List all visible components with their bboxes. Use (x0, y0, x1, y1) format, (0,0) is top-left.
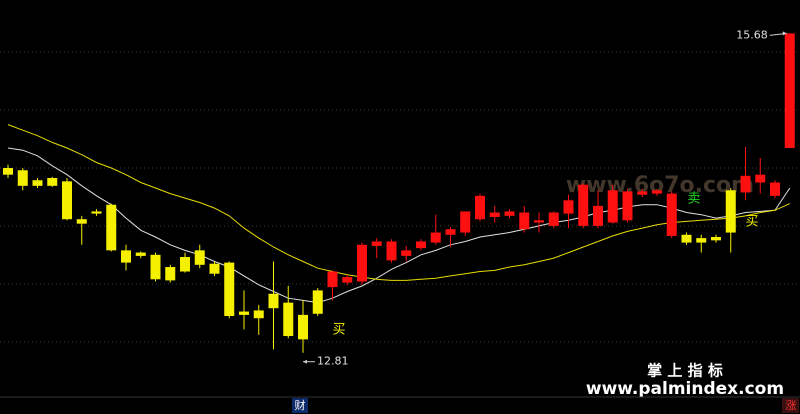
candle-body (475, 195, 485, 220)
candle-body (489, 212, 500, 217)
candle-body (681, 234, 692, 243)
candle-body (17, 170, 28, 186)
candle-body (91, 211, 102, 214)
candle-body (268, 293, 279, 309)
candle-body (371, 241, 382, 246)
candle-body (121, 250, 131, 263)
candle-body (239, 311, 249, 315)
candle-body (770, 182, 780, 196)
candle-body (784, 33, 795, 148)
candle-body (298, 314, 308, 340)
candle-body (150, 254, 161, 280)
plot: 15.68 12.81 (3, 28, 795, 368)
candle-body (607, 190, 618, 223)
candle-body (224, 262, 235, 316)
max-label: 15.68 (736, 28, 768, 41)
candle-body (209, 263, 220, 274)
candle-body (504, 211, 515, 216)
candle-body (755, 174, 766, 183)
sell-signal: 卖 (687, 192, 700, 207)
grid (0, 51, 800, 343)
candle-body (135, 252, 146, 256)
candle-body (312, 290, 323, 314)
candle-body (253, 310, 264, 319)
candle-body (725, 190, 736, 233)
candle-body (460, 211, 471, 233)
ma-line (7, 147, 791, 304)
candle-body (386, 241, 397, 261)
candle-body (106, 204, 117, 251)
footer-right-box (782, 398, 799, 413)
candle-body (430, 232, 441, 243)
footer-left-box (292, 398, 308, 413)
candle-body (357, 244, 367, 282)
candle-body (32, 180, 43, 186)
candle-body (76, 219, 87, 224)
candle-body (3, 168, 13, 175)
candle-body (534, 220, 544, 223)
buy-signal: 买 (745, 215, 758, 230)
candle-body (62, 181, 72, 220)
candle-body (637, 191, 648, 195)
candle-body (327, 271, 338, 288)
max-arrow-head (782, 31, 787, 36)
ma-line (7, 124, 791, 281)
candle-body (652, 190, 662, 194)
candle-body (578, 184, 589, 226)
candle-body (740, 175, 751, 193)
candle-body (283, 302, 294, 337)
footer-left[interactable]: 财 (295, 398, 306, 412)
footer-right[interactable]: 涨 (786, 399, 797, 412)
candle-body (666, 193, 677, 236)
candle-body (47, 178, 58, 186)
candle-body (401, 250, 412, 256)
candle-body (696, 238, 707, 243)
candle-body (711, 237, 721, 241)
brand-name: 掌 上 指 标 (647, 362, 723, 380)
watermark: www.6o7o.com (566, 173, 754, 198)
min-label: 12.81 (317, 355, 349, 368)
candle-body (593, 205, 603, 226)
brand-url: www.palmindex.com (586, 379, 784, 399)
candle-body (342, 277, 353, 283)
candle-body (445, 229, 456, 235)
candle-body (563, 200, 574, 214)
candle-body (548, 212, 559, 226)
candle-body (165, 267, 176, 281)
candle-body (180, 257, 190, 272)
candle-body (519, 212, 530, 230)
min-arrow-head (303, 359, 307, 364)
candle-body (622, 191, 633, 221)
candle-body (416, 241, 426, 249)
candle-body (194, 250, 205, 265)
buy-signal: 买 (332, 323, 345, 338)
